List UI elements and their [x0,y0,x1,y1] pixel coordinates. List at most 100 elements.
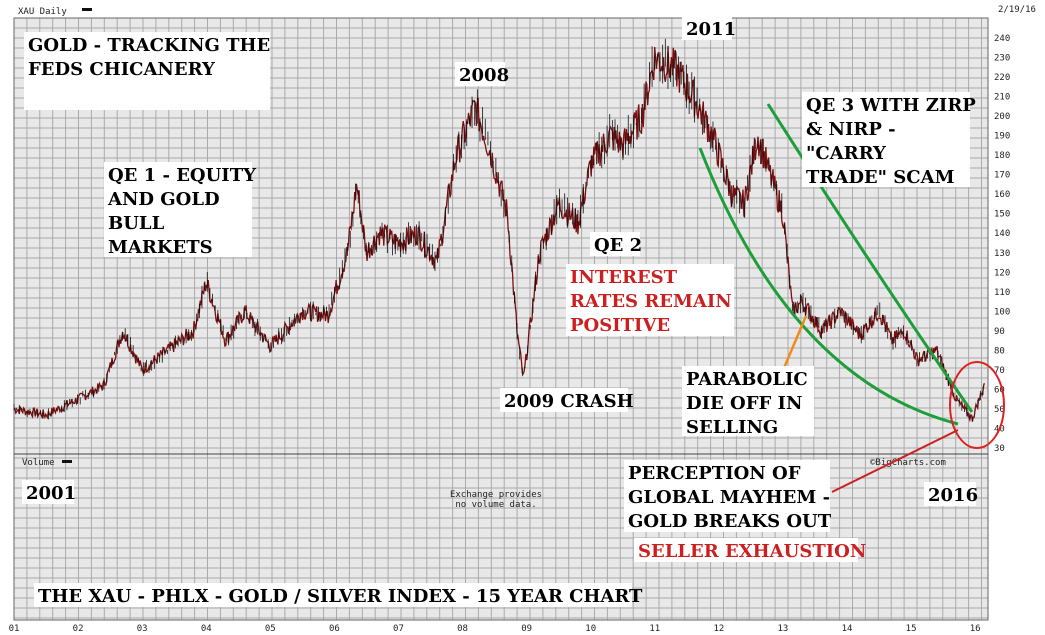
annotation-text: QE 1 - EQUITY [108,165,257,186]
volume-legend-swatch [62,460,72,463]
x-tick-label: 07 [393,624,404,634]
annotation-parabolic: PARABOLIC DIE OFF IN SELLING [682,366,814,438]
annotation-text: "CARRY [806,143,887,164]
annotation-text: TRADE" SCAM [806,167,955,188]
annotation-rates: INTEREST RATES REMAIN POSITIVE [566,264,734,336]
volume-note-line: Exchange provides [450,490,542,500]
red-arrow [831,429,959,493]
y-tick-label: 210 [994,93,1010,103]
annotation-text: BULL [108,213,165,234]
annotation-text: SELLER EXHAUSTION [638,541,866,562]
x-tick-label: 14 [842,624,853,634]
y-tick-label: 60 [994,385,1005,395]
x-tick-label: 16 [970,624,981,634]
annotation-text: & NIRP - [806,119,896,140]
annotation-box [24,32,270,110]
y-tick-label: 230 [994,54,1010,64]
x-tick-label: 06 [329,624,340,634]
annotation-text: RATES REMAIN [570,291,732,312]
y-tick-label: 110 [994,288,1010,298]
annotation-text: INTEREST [570,267,678,288]
volume-label: Volume [22,458,55,468]
y-tick-label: 160 [994,190,1010,200]
annotation-text: 2009 CRASH [504,391,634,412]
annotation-text: FEDS CHICANERY [28,59,216,80]
annotation-crash: 2009 CRASH [500,388,634,412]
y-tick-label: 190 [994,132,1010,142]
annotation-box [682,16,732,40]
annotation-text: PARABOLIC [686,369,808,390]
plot-border [13,17,989,621]
annotation-text: GOLD - TRACKING THE [28,35,270,56]
ticker-legend-swatch [82,8,92,11]
orange-arrow [782,315,808,369]
x-tick-label: 10 [585,624,596,634]
annotation-qe2: QE 2 [590,232,642,256]
annotation-text: GLOBAL MAYHEM - [628,487,830,508]
x-tick-label: 04 [201,624,212,634]
annotation-box [802,92,970,187]
ticker-label: XAU Daily [18,7,67,17]
annotation-yr2008: 2008 [455,62,509,86]
y-tick-label: 240 [994,34,1010,44]
annotation-qe1: QE 1 - EQUITY AND GOLD BULL MARKETS [104,162,257,258]
annotation-yr2016: 2016 [924,482,978,506]
price-series [13,38,986,423]
annotation-text: PERCEPTION OF [628,463,801,484]
x-tick-label: 02 [73,624,84,634]
annotation-box [500,388,628,412]
annotation-text: AND GOLD [107,189,220,210]
annotation-text: 2011 [686,19,736,40]
annotation-footer: THE XAU - PHLX - GOLD / SILVER INDEX - 1… [34,583,643,607]
annotation-seller: SELLER EXHAUSTION [634,538,866,562]
annotation-text: DIE OFF IN [686,393,802,414]
lower-trend-curve [698,147,959,426]
annotation-text: POSITIVE [570,315,670,336]
x-tick-label: 12 [713,624,724,634]
y-tick-label: 80 [994,346,1005,356]
y-tick-label: 170 [994,171,1010,181]
annotation-box [590,232,640,256]
upper-trend-line [766,103,974,413]
x-tick-label: 15 [906,624,917,634]
y-tick-label: 100 [994,307,1010,317]
x-tick-label: 08 [457,624,468,634]
annotation-text: GOLD BREAKS OUT [628,511,832,532]
x-tick-label: 11 [649,624,660,634]
y-tick-label: 200 [994,112,1010,122]
annotation-text: MARKETS [108,237,213,258]
y-tick-label: 180 [994,151,1010,161]
annotation-box [924,482,976,506]
y-tick-label: 30 [994,444,1005,454]
y-tick-label: 70 [994,366,1005,376]
annotation-text: QE 2 [594,235,642,256]
x-tick-label: 05 [265,624,276,634]
y-tick-label: 150 [994,210,1010,220]
annotation-mayhem: PERCEPTION OF GLOBAL MAYHEM - GOLD BREAKS … [624,460,832,532]
annotation-text: 2001 [26,483,76,504]
y-tick-label: 90 [994,327,1005,337]
volume-note-line: no volume data. [455,500,536,510]
annotation-qe3: QE 3 WITH ZIRP & NIRP - "CARRY TRADE" SCAM [802,92,976,188]
annotation-text: THE XAU - PHLX - GOLD / SILVER INDEX - 1… [38,586,643,607]
annotation-box [566,264,734,336]
annotation-text: 2016 [928,485,978,506]
x-tick-label: 03 [137,624,148,634]
y-tick-label: 50 [994,405,1005,415]
x-tick-label: 09 [521,624,532,634]
annotation-text: SELLING [686,417,778,438]
annotation-yr2011: 2011 [682,16,736,40]
annotation-box [624,460,830,532]
annotation-box [22,480,74,504]
annotation-box [682,366,814,436]
annotation-title: GOLD - TRACKING THE FEDS CHICANERY [24,32,270,110]
annotation-box [634,538,858,562]
grid [13,17,988,620]
annotation-box [104,162,252,257]
date-label: 2/19/16 [998,5,1036,15]
annotation-text: QE 3 WITH ZIRP [806,95,976,116]
x-tick-label: 01 [9,624,20,634]
annotation-text: 2008 [459,65,509,86]
